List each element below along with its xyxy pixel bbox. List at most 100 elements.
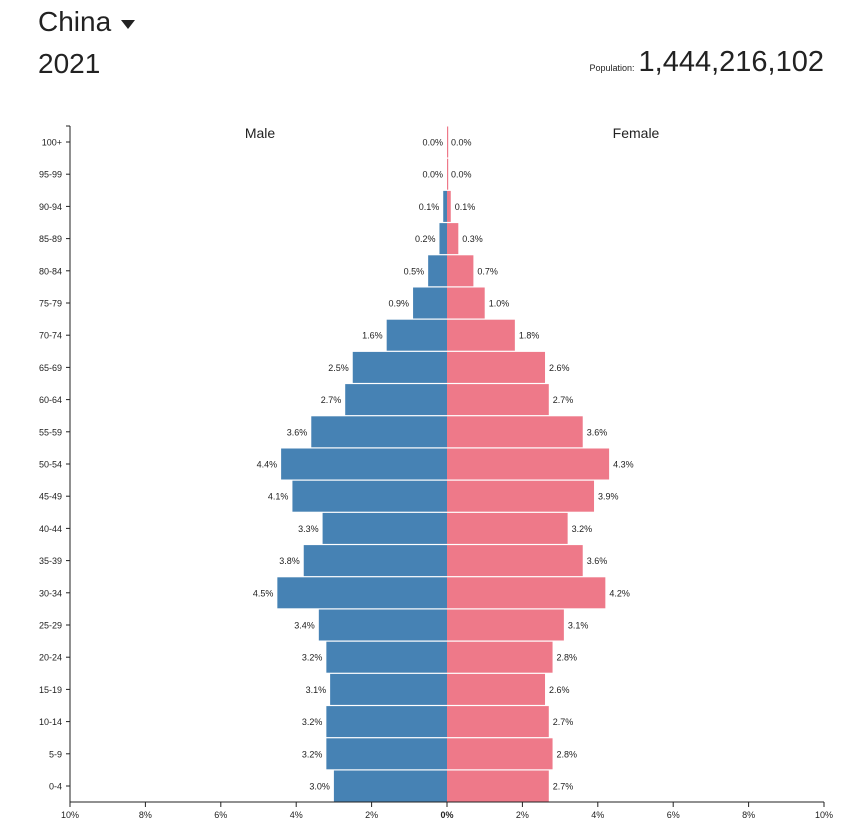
male-bar [311,416,447,448]
female-bar [447,706,549,738]
male-bar [443,190,447,222]
female-value-label: 3.6% [587,556,608,566]
age-group-label: 55-59 [39,427,62,437]
country-name: China [38,6,112,37]
male-value-label: 2.7% [321,395,342,405]
female-value-label: 2.7% [553,717,574,727]
caret-down-icon[interactable] [121,19,136,29]
female-value-label: 2.6% [549,685,570,695]
country-selector[interactable]: China [38,6,136,38]
male-bar [292,480,447,512]
age-group-label: 20-24 [39,653,62,663]
female-value-label: 2.7% [553,395,574,405]
male-bar [281,448,447,480]
age-group-label: 85-89 [39,234,62,244]
male-value-label: 3.0% [309,782,330,792]
x-tick-label: 2% [516,810,529,820]
female-bar [447,545,583,577]
age-group-label: 60-64 [39,395,62,405]
male-value-label: 3.2% [302,749,323,759]
age-group-label: 100+ [42,138,62,148]
male-value-label: 0.5% [404,266,425,276]
male-value-label: 3.4% [294,621,315,631]
female-bar [447,480,595,512]
female-bar [447,351,546,383]
male-value-label: 3.6% [287,427,308,437]
x-tick-label: 10% [815,810,833,820]
male-value-label: 0.0% [422,138,443,148]
age-group-label: 15-19 [39,685,62,695]
male-bar [345,384,447,416]
male-bar [386,319,447,351]
male-value-label: 2.5% [328,363,349,373]
female-series-title: Female [613,125,660,141]
male-value-label: 4.4% [257,460,278,470]
male-bar [352,351,447,383]
age-group-label: 65-69 [39,363,62,373]
female-bar [447,384,549,416]
age-group-label: 50-54 [39,460,62,470]
female-value-label: 3.2% [572,524,593,534]
female-value-label: 1.0% [489,299,510,309]
age-group-label: 40-44 [39,524,62,534]
female-bar [447,738,553,770]
x-tick-label: 4% [591,810,604,820]
female-value-label: 2.6% [549,363,570,373]
female-value-label: 2.7% [553,782,574,792]
female-value-label: 0.3% [462,234,483,244]
female-bar [447,448,610,480]
age-group-label: 10-14 [39,717,62,727]
female-bar-hairline [447,126,449,158]
male-bar [413,287,447,319]
male-bar [330,673,447,705]
female-bar [447,577,606,609]
female-value-label: 2.8% [557,653,578,663]
male-bar [333,770,447,802]
female-bar [447,641,553,673]
female-bar [447,319,515,351]
age-group-label: 35-39 [39,556,62,566]
male-bar [322,512,447,544]
male-series-title: Male [245,125,276,141]
x-tick-label: 8% [139,810,152,820]
female-bar-hairline [447,158,449,190]
age-group-label: 75-79 [39,299,62,309]
male-bar [277,577,447,609]
male-value-label: 3.3% [298,524,319,534]
female-bar [447,190,451,222]
male-bar [303,545,447,577]
male-bar [439,223,447,255]
female-bar [447,609,564,641]
x-tick-label: 6% [667,810,680,820]
female-bar [447,770,549,802]
x-tick-label: 0% [440,810,453,820]
female-value-label: 3.9% [598,492,619,502]
female-value-label: 0.1% [455,202,476,212]
age-group-label: 70-74 [39,331,62,341]
x-tick-label: 4% [290,810,303,820]
female-bar [447,255,474,287]
age-group-label: 90-94 [39,202,62,212]
male-value-label: 4.1% [268,492,289,502]
male-value-label: 1.6% [362,331,383,341]
age-group-label: 0-4 [49,782,62,792]
male-value-label: 0.0% [422,170,443,180]
male-value-label: 0.1% [419,202,440,212]
female-value-label: 3.1% [568,621,589,631]
male-bar [318,609,447,641]
year-label: 2021 [38,48,101,79]
age-group-label: 25-29 [39,621,62,631]
female-value-label: 3.6% [587,427,608,437]
age-group-label: 95-99 [39,170,62,180]
male-value-label: 3.2% [302,653,323,663]
female-value-label: 4.2% [609,588,630,598]
male-value-label: 0.9% [389,299,410,309]
age-group-label: 80-84 [39,266,62,276]
age-group-label: 45-49 [39,492,62,502]
male-bar [326,738,447,770]
male-bar [428,255,447,287]
female-value-label: 1.8% [519,331,540,341]
x-tick-label: 10% [61,810,79,820]
female-bar [447,673,546,705]
population-value: 1,444,216,102 [638,46,824,78]
